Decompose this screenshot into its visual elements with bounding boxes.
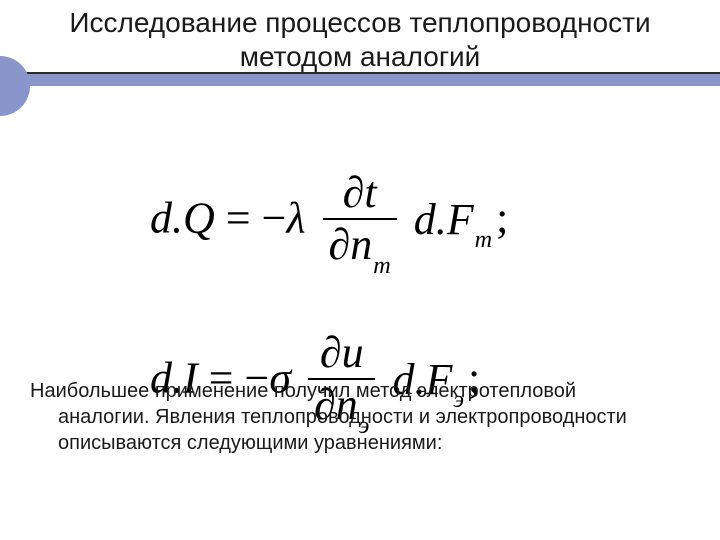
slide: Исследование процессов теплопроводности … bbox=[0, 0, 720, 540]
eq1-fraction: ∂t ∂nm bbox=[323, 170, 397, 274]
eq1-den-sub: m bbox=[373, 252, 390, 279]
partial-icon: ∂ bbox=[320, 328, 342, 377]
slide-title: Исследование процессов теплопроводности … bbox=[40, 6, 680, 74]
eq1-lhs: d.Q bbox=[150, 193, 215, 242]
eq1-dF: d.F bbox=[414, 195, 474, 244]
body-line-3: описываются следующими уравнениями: bbox=[30, 430, 690, 456]
header-rule bbox=[0, 72, 720, 74]
eq1-coeff: λ bbox=[286, 193, 305, 242]
header-accent-band bbox=[0, 72, 720, 86]
eq2-num-var: u bbox=[342, 328, 364, 377]
partial-icon: ∂ bbox=[343, 168, 365, 217]
body-line-2: аналогии. Явления теплопроводности и эле… bbox=[30, 404, 690, 430]
eq1-semicolon: ; bbox=[496, 193, 508, 242]
body-paragraph: Наибольшее применение получил метод элек… bbox=[30, 378, 690, 456]
eq1-num-var: t bbox=[364, 168, 376, 217]
eq1-minus: − bbox=[262, 193, 287, 242]
equation-heat: d.Q = −λ ∂t ∂nm d.Fm ; bbox=[150, 170, 508, 274]
eq1-equals: = bbox=[226, 193, 251, 242]
eq1-den-var: n bbox=[350, 220, 372, 269]
header-accent-circle bbox=[0, 56, 30, 116]
eq1-dF-sub: m bbox=[475, 226, 492, 253]
body-line-1: Наибольшее применение получил метод элек… bbox=[30, 378, 690, 404]
partial-icon: ∂ bbox=[329, 220, 351, 269]
